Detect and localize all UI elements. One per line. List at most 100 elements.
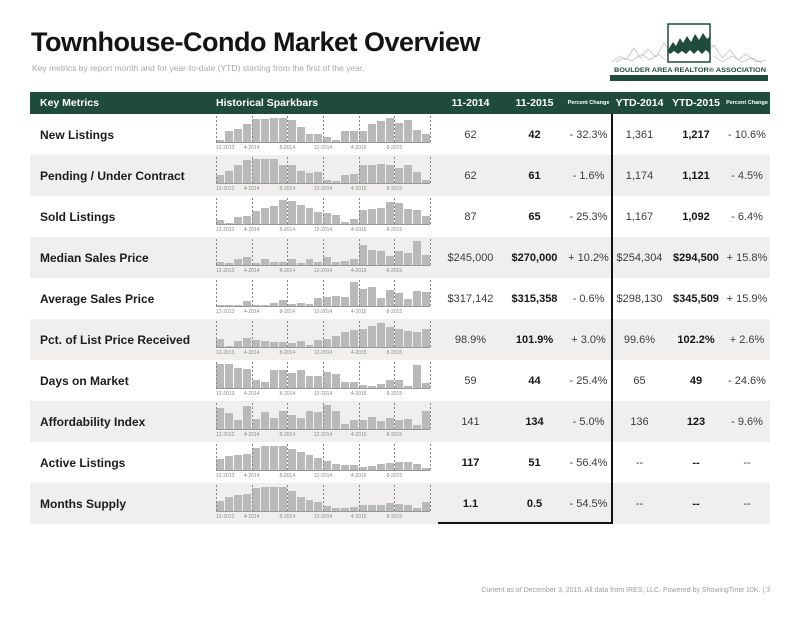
spark-bar (395, 462, 404, 470)
spark-gridline (430, 197, 431, 224)
value-month-2014: 62 (464, 169, 477, 182)
value-month-2014: 59 (464, 374, 477, 387)
sparkbar-axis-labels: 12-2013 4-2014 8-2014 12-2014 4-2015 8-2015 (216, 184, 430, 193)
sparkbar-axis-labels: 12-2013 4-2014 8-2014 12-2014 4-2015 8-2015 (216, 348, 430, 357)
spark-bar (242, 123, 251, 142)
spark-bar (332, 140, 341, 142)
value-ytd-2015: 123 (686, 415, 706, 428)
spark-axis-label: 4-2014 (243, 349, 260, 356)
spark-bar (386, 380, 395, 388)
value-month-2014: $317,142 (447, 292, 494, 305)
value-month-2014: 62 (464, 128, 477, 141)
spark-bar (332, 374, 341, 388)
spark-axis-label: 8-2014 (279, 431, 296, 438)
spark-axis-label: 12-2014 (313, 513, 333, 520)
table-bottom-line (438, 522, 613, 524)
table-row: Months Supply 12-2013 4-2014 8-2014 12-2014… (30, 483, 770, 524)
table-row: New Listings 12-2013 4-2014 8-2014 12-2014 4… (30, 114, 770, 155)
spark-gridline (287, 279, 289, 306)
spark-bar (278, 300, 287, 306)
spark-bar (421, 254, 430, 265)
spark-bar (377, 463, 386, 470)
value-month-2015: 101.9% (515, 333, 554, 346)
spark-bar (260, 207, 269, 224)
spark-bar (412, 210, 421, 224)
spark-bar (314, 457, 323, 470)
spark-gridline (430, 279, 431, 306)
spark-bar (287, 165, 296, 183)
spark-axis-label: 8-2015 (386, 431, 403, 438)
spark-axis-label: 12-2014 (313, 472, 333, 479)
spark-bar (314, 298, 323, 306)
spark-bar (350, 329, 359, 347)
spark-gridline (430, 238, 431, 265)
spark-bar (269, 445, 278, 470)
sparkbar-chart: 12-2013 4-2014 8-2014 12-2014 4-2015 8-2015 (210, 484, 438, 521)
spark-bar (260, 411, 269, 429)
table-row: Median Sales Price 12-2013 4-2014 8-2014 12… (30, 237, 770, 278)
spark-axis-label: 8-2015 (386, 226, 403, 233)
spark-bar (278, 261, 287, 265)
spark-gridline (430, 402, 431, 429)
value-ytd-2014: 1,174 (625, 169, 654, 182)
spark-bar (359, 165, 368, 183)
spark-gridline (358, 443, 360, 470)
value-percent-change: - 0.6% (572, 292, 605, 305)
value-ytd-2015: 102.2% (677, 333, 715, 346)
spark-bar (287, 415, 296, 429)
spark-gridline (251, 279, 253, 306)
logo-bar (610, 75, 768, 81)
spark-axis-label: 8-2015 (386, 390, 403, 397)
spark-bar (359, 505, 368, 511)
spark-bar (341, 297, 350, 306)
value-month-2015: 134 (525, 415, 544, 428)
header-ytd-2015: YTD-2015 (672, 97, 720, 109)
spark-bar (314, 211, 323, 224)
spark-bar (224, 130, 233, 142)
spark-axis-label: 12-2014 (313, 226, 333, 233)
spark-bar (278, 164, 287, 183)
spark-bar (368, 286, 377, 306)
spark-axis-label: 12-2014 (313, 390, 333, 397)
value-percent-change: - 1.6% (572, 169, 605, 182)
spark-bar (377, 383, 386, 388)
spark-bar (269, 302, 278, 306)
spark-gridline (430, 156, 431, 183)
spark-bar (296, 417, 305, 429)
spark-bar (323, 371, 332, 388)
spark-bar (421, 133, 430, 142)
metric-label: Pct. of List Price Received (40, 332, 191, 347)
spark-axis-label: 4-2014 (243, 431, 260, 438)
spark-bar (224, 497, 233, 511)
spark-bar (332, 335, 341, 347)
spark-axis-label: 8-2015 (386, 144, 403, 151)
spark-axis-label: 12-2013 (216, 472, 235, 479)
spark-bar (269, 117, 278, 142)
spark-bar (260, 486, 269, 511)
sparkbar-bars (216, 402, 431, 430)
sparkbar-axis-labels: 12-2013 4-2014 8-2014 12-2014 4-2015 8-2015 (216, 512, 430, 521)
spark-bar (412, 240, 421, 265)
spark-bar (305, 259, 314, 265)
sparkbar-bars (216, 279, 431, 307)
spark-bar (278, 341, 287, 347)
spark-bar (323, 297, 332, 306)
table-row: Pending / Under Contract 12-2013 4-2014 8-… (30, 155, 770, 196)
spark-bar (395, 203, 404, 224)
spark-bar (278, 445, 287, 470)
spark-bar (296, 340, 305, 347)
sparkbar-axis-labels: 12-2013 4-2014 8-2014 12-2014 4-2015 8-2015 (216, 225, 430, 234)
spark-bar (368, 465, 377, 470)
spark-bar (341, 260, 350, 265)
spark-bar (269, 262, 278, 265)
spark-bar (233, 165, 242, 183)
spark-bar (260, 259, 269, 265)
spark-bar (296, 370, 305, 388)
spark-bar (404, 386, 412, 388)
spark-axis-label: 8-2015 (386, 308, 403, 315)
sparkbar-chart: 12-2013 4-2014 8-2014 12-2014 4-2015 8-2015 (210, 197, 438, 234)
spark-bar (341, 464, 350, 470)
spark-bar (341, 222, 350, 224)
spark-bar (296, 497, 305, 511)
spark-bar (233, 258, 242, 265)
